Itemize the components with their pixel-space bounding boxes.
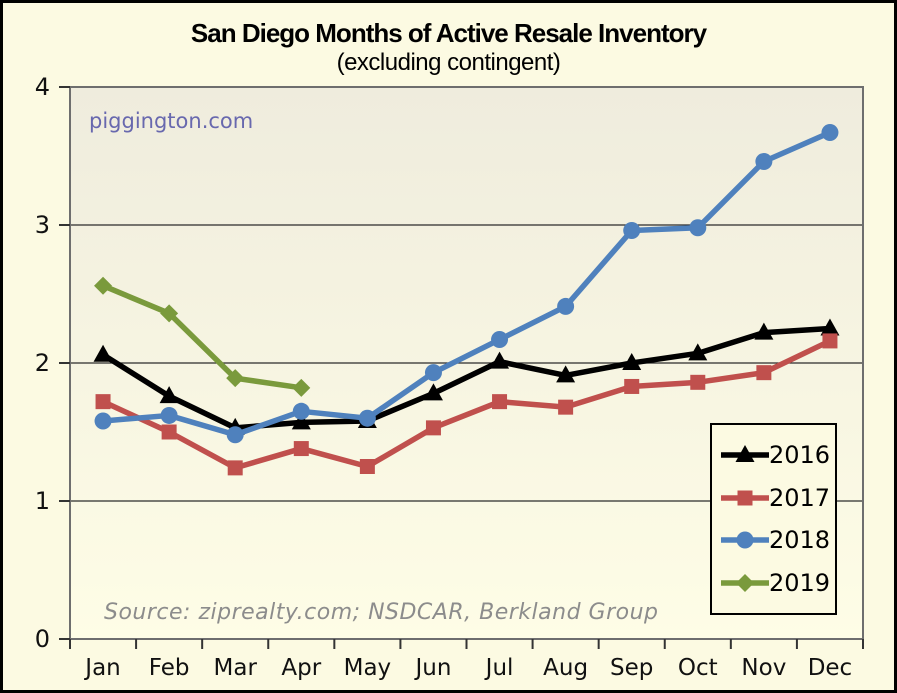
data-point-marker <box>425 420 441 436</box>
data-point-marker <box>755 153 773 171</box>
data-point-marker <box>160 406 178 424</box>
y-axis-label: 1 <box>35 487 50 515</box>
series-line <box>100 282 305 391</box>
data-point-marker <box>358 409 376 427</box>
data-point-marker <box>492 394 508 410</box>
data-point-marker <box>94 276 113 295</box>
data-point-marker <box>491 331 509 349</box>
legend-item-2019: 2019 <box>721 571 835 595</box>
data-point-marker <box>424 364 442 382</box>
series-2018 <box>94 124 839 444</box>
diamond-marker-icon <box>721 573 769 592</box>
data-point-marker <box>689 219 707 237</box>
data-point-marker <box>490 351 510 369</box>
x-axis-label: Jan <box>83 655 120 681</box>
data-point-marker <box>226 426 244 444</box>
data-point-marker <box>756 365 772 381</box>
legend-label: 2018 <box>769 526 831 555</box>
data-point-marker <box>820 318 840 336</box>
data-point-marker <box>688 343 708 361</box>
data-point-marker <box>558 399 574 415</box>
x-axis-label: Mar <box>214 655 258 681</box>
data-point-marker <box>291 412 311 430</box>
triangle-marker-icon <box>721 445 769 463</box>
data-point-marker <box>292 378 311 397</box>
x-axis-label: Apr <box>281 655 321 681</box>
data-point-marker <box>690 374 706 390</box>
series-line <box>100 129 833 438</box>
legend: 2016 2017 2018 2019 <box>710 423 837 615</box>
series-2017 <box>95 333 838 476</box>
legend-label: 2019 <box>769 568 831 597</box>
data-point-marker <box>226 369 245 388</box>
legend-label: 2016 <box>769 441 831 470</box>
y-axis-label: 2 <box>35 349 50 377</box>
x-axis-label: Nov <box>741 655 786 681</box>
data-point-marker <box>359 459 375 474</box>
data-point-marker <box>557 297 575 315</box>
data-point-marker <box>93 344 113 362</box>
x-axis-label: Aug <box>543 655 588 681</box>
y-axis-label: 4 <box>35 73 50 101</box>
series-line <box>100 325 833 431</box>
data-point-marker <box>159 386 179 404</box>
data-point-marker <box>293 441 309 457</box>
data-point-marker <box>160 304 179 323</box>
data-point-marker <box>622 353 642 370</box>
chart-title: San Diego Months of Active Resale Invent… <box>190 18 707 48</box>
data-point-marker <box>292 402 310 420</box>
data-point-marker <box>423 383 443 401</box>
x-axis-label: Jul <box>484 655 514 681</box>
x-axis-label: Sep <box>610 655 653 681</box>
x-axis-label: May <box>344 655 392 681</box>
series-2019 <box>94 276 311 397</box>
source-note: Source: ziprealty.com; NSDCAR, Berkland … <box>104 600 659 625</box>
data-point-marker <box>556 365 576 383</box>
y-axis-label: 3 <box>35 211 50 239</box>
square-marker-icon <box>721 490 769 506</box>
data-point-marker <box>94 412 112 430</box>
data-point-marker <box>822 333 838 349</box>
legend-item-2017: 2017 <box>721 486 835 510</box>
data-point-marker <box>623 222 641 240</box>
legend-item-2018: 2018 <box>721 528 835 552</box>
circle-marker-icon <box>721 531 769 549</box>
watermark: piggington.com <box>89 109 254 133</box>
data-point-marker <box>754 322 774 340</box>
data-point-marker <box>624 378 640 394</box>
x-axis-label: Jun <box>413 655 451 681</box>
y-axis-label: 0 <box>35 625 50 653</box>
data-point-marker <box>821 124 839 142</box>
x-axis-label: Dec <box>808 655 853 681</box>
legend-label: 2017 <box>769 483 831 512</box>
x-axis-label: Feb <box>149 655 190 681</box>
data-point-marker <box>95 394 111 410</box>
data-point-marker <box>161 424 177 440</box>
x-axis-label: Oct <box>678 655 718 681</box>
series-2016 <box>93 318 840 435</box>
legend-item-2016: 2016 <box>721 443 835 467</box>
data-point-marker <box>227 460 243 476</box>
chart-subtitle: (excluding contingent) <box>336 49 561 76</box>
series-line <box>100 338 833 471</box>
